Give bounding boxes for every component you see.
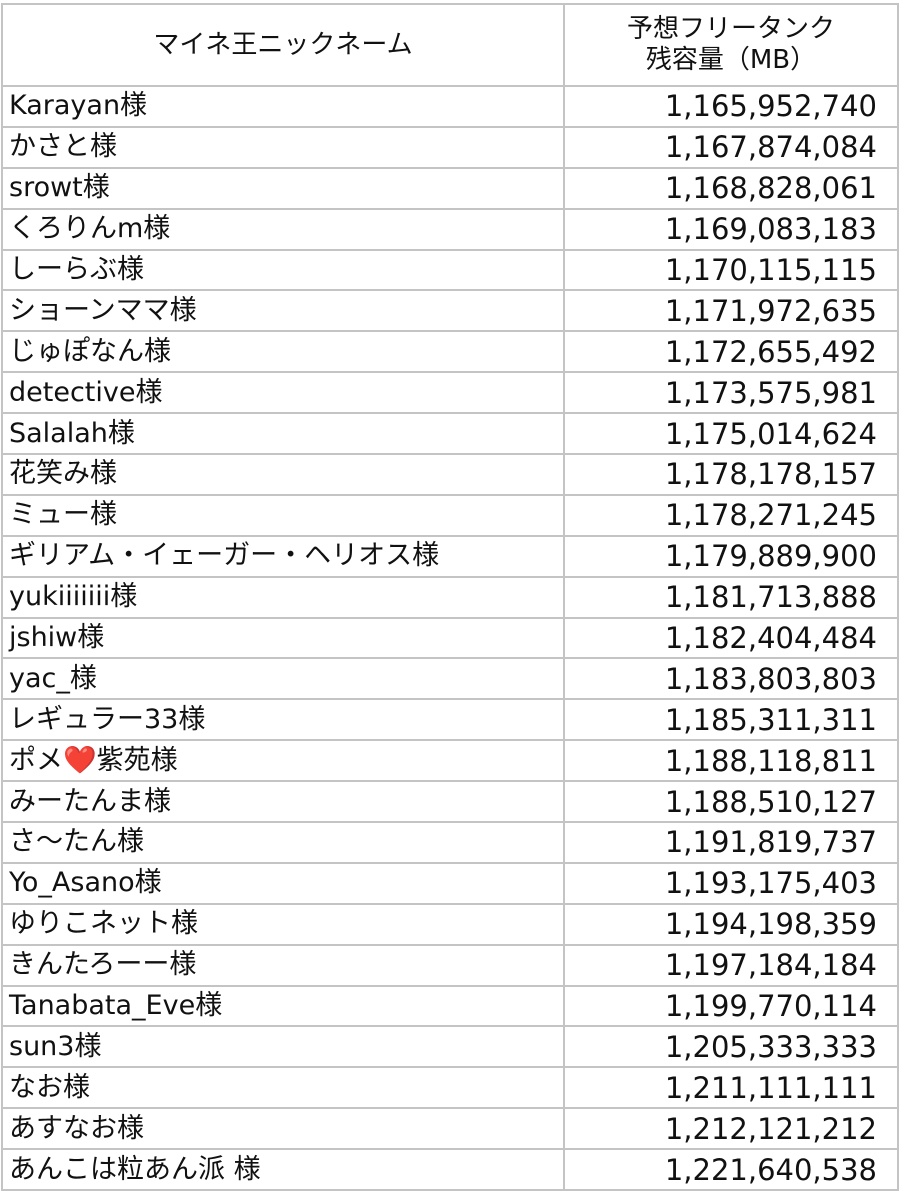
capacity-cell: 1,188,510,127 xyxy=(563,780,899,824)
nickname-cell: Tanabata_Eve様 xyxy=(1,984,565,1028)
capacity-cell: 1,211,111,111 xyxy=(563,1066,899,1110)
table-row: なお様 1,211,111,111 xyxy=(1,1066,899,1110)
table-row: みーたんま様 1,188,510,127 xyxy=(1,780,899,824)
capacity-cell: 1,178,271,245 xyxy=(563,493,899,537)
nickname-cell: detective様 xyxy=(1,371,565,415)
nickname-cell: じゅぽなん様 xyxy=(1,330,565,374)
table-row: レギュラー33様 1,185,311,311 xyxy=(1,698,899,742)
table-row: さ〜たん様 1,191,819,737 xyxy=(1,821,899,864)
nickname-cell: あんこは粒あん派 様 xyxy=(1,1148,565,1192)
nickname-cell: あすなお様 xyxy=(1,1107,565,1151)
table-row: yukiiiiiii様 1,181,713,888 xyxy=(1,575,899,619)
capacity-cell: 1,199,770,114 xyxy=(563,984,899,1028)
table-row: 花笑み様 1,178,178,157 xyxy=(1,453,899,496)
capacity-cell: 1,170,115,115 xyxy=(563,248,899,292)
header-remaining-capacity: 予想フリータンク 残容量（MB） xyxy=(563,3,899,87)
table-row: yac_様 1,183,803,803 xyxy=(1,657,899,701)
table-row: あすなお様 1,212,121,212 xyxy=(1,1107,899,1151)
table-row: きんたろーー様 1,197,184,184 xyxy=(1,943,899,987)
table-row: ミュー様 1,178,271,245 xyxy=(1,493,899,537)
capacity-cell: 1,193,175,403 xyxy=(563,861,899,905)
header-line-2: 残容量（MB） xyxy=(645,45,817,75)
table-row: Tanabata_Eve様 1,199,770,114 xyxy=(1,984,899,1028)
capacity-cell: 1,171,972,635 xyxy=(563,289,899,333)
nickname-cell: yac_様 xyxy=(1,657,565,701)
table-row: ショーンママ様 1,171,972,635 xyxy=(1,289,899,333)
nickname-cell: Karayan様 xyxy=(1,85,565,128)
table-row: しーらぶ様 1,170,115,115 xyxy=(1,248,899,292)
capacity-cell: 1,165,952,740 xyxy=(563,85,899,128)
capacity-cell: 1,172,655,492 xyxy=(563,330,899,374)
capacity-cell: 1,167,874,084 xyxy=(563,125,899,169)
nickname-cell: ショーンママ様 xyxy=(1,289,565,333)
capacity-cell: 1,169,083,183 xyxy=(563,207,899,251)
table-row: srowt様 1,168,828,061 xyxy=(1,166,899,210)
table-row: Karayan様 1,165,952,740 xyxy=(1,85,899,128)
table-row: ゆりこネット様 1,194,198,359 xyxy=(1,902,899,946)
table-row: かさと様 1,167,874,084 xyxy=(1,125,899,169)
table-row: sun3様 1,205,333,333 xyxy=(1,1025,899,1069)
nickname-cell: Yo_Asano様 xyxy=(1,861,565,905)
capacity-cell: 1,194,198,359 xyxy=(563,902,899,946)
table-body: Karayan様 1,165,952,740 かさと様 1,167,874,084 sr… xyxy=(1,85,899,1192)
capacity-cell: 1,168,828,061 xyxy=(563,166,899,210)
nickname-cell: みーたんま様 xyxy=(1,780,565,824)
capacity-cell: 1,205,333,333 xyxy=(563,1025,899,1069)
nickname-cell: yukiiiiiii様 xyxy=(1,575,565,619)
nickname-cell: ゆりこネット様 xyxy=(1,902,565,946)
nickname-cell: Salalah様 xyxy=(1,412,565,456)
table-row: ポメ❤️紫苑様 1,188,118,811 xyxy=(1,739,899,783)
nickname-cell: レギュラー33様 xyxy=(1,698,565,742)
nickname-tank-table: マイネ王ニックネーム 予想フリータンク 残容量（MB） Karayan様 1,16… xyxy=(1,3,899,1192)
capacity-cell: 1,188,118,811 xyxy=(563,739,899,783)
header-line-1: 予想フリータンク xyxy=(626,14,835,44)
capacity-cell: 1,178,178,157 xyxy=(563,453,899,496)
table-row: じゅぽなん様 1,172,655,492 xyxy=(1,330,899,374)
capacity-cell: 1,197,184,184 xyxy=(563,943,899,987)
nickname-cell: 花笑み様 xyxy=(1,453,565,496)
nickname-cell: jshiw様 xyxy=(1,616,565,660)
capacity-cell: 1,173,575,981 xyxy=(563,371,899,415)
nickname-cell: ミュー様 xyxy=(1,493,565,537)
capacity-cell: 1,181,713,888 xyxy=(563,575,899,619)
capacity-cell: 1,191,819,737 xyxy=(563,821,899,864)
capacity-cell: 1,183,803,803 xyxy=(563,657,899,701)
nickname-cell: srowt様 xyxy=(1,166,565,210)
capacity-cell: 1,221,640,538 xyxy=(563,1148,899,1192)
table-row: Salalah様 1,175,014,624 xyxy=(1,412,899,456)
capacity-cell: 1,185,311,311 xyxy=(563,698,899,742)
nickname-cell: しーらぶ様 xyxy=(1,248,565,292)
table-row: あんこは粒あん派 様 1,221,640,538 xyxy=(1,1148,899,1192)
nickname-cell: ポメ❤️紫苑様 xyxy=(1,739,565,783)
capacity-cell: 1,179,889,900 xyxy=(563,534,899,578)
nickname-cell: くろりんm様 xyxy=(1,207,565,251)
table-row: detective様 1,173,575,981 xyxy=(1,371,899,415)
header-row: マイネ王ニックネーム 予想フリータンク 残容量（MB） xyxy=(1,3,899,87)
table-row: Yo_Asano様 1,193,175,403 xyxy=(1,861,899,905)
nickname-cell: さ〜たん様 xyxy=(1,821,565,864)
nickname-cell: sun3様 xyxy=(1,1025,565,1069)
table-row: くろりんm様 1,169,083,183 xyxy=(1,207,899,251)
nickname-cell: きんたろーー様 xyxy=(1,943,565,987)
capacity-cell: 1,175,014,624 xyxy=(563,412,899,456)
nickname-cell: ギリアム・イェーガー・ヘリオス様 xyxy=(1,534,565,578)
capacity-cell: 1,182,404,484 xyxy=(563,616,899,660)
table-row: jshiw様 1,182,404,484 xyxy=(1,616,899,660)
capacity-cell: 1,212,121,212 xyxy=(563,1107,899,1151)
table-row: ギリアム・イェーガー・ヘリオス様 1,179,889,900 xyxy=(1,534,899,578)
nickname-cell: かさと様 xyxy=(1,125,565,169)
header-nickname: マイネ王ニックネーム xyxy=(1,3,565,87)
nickname-cell: なお様 xyxy=(1,1066,565,1110)
